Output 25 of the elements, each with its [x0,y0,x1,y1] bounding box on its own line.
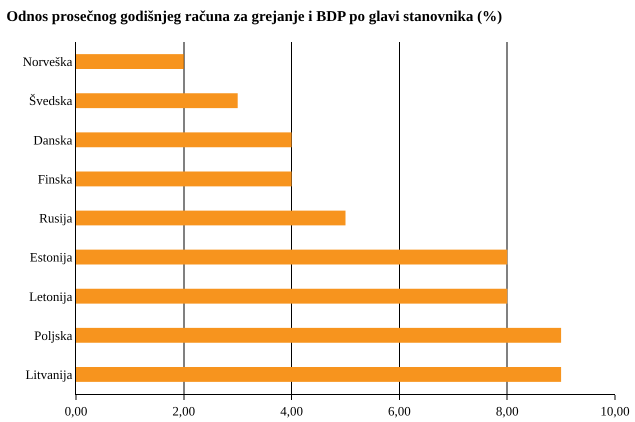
x-tick-label: 6,00 [388,404,411,419]
y-tick-label: Rusija [39,210,73,226]
bar [76,210,346,226]
y-tick-label: Estonija [30,250,73,265]
bar [76,367,562,382]
y-tick-label: Litvanija [25,366,73,382]
bar [76,288,508,304]
x-tick-label: 0,00 [64,404,88,419]
chart-title: Odnos prosečnog godišnjeg računa za grejanje i BDP po glavi stanovnika (%) [6,9,502,26]
y-tick-label: Poljska [34,328,73,343]
x-tick-label: 2,00 [172,404,196,419]
bar [76,328,562,343]
bar [76,93,238,108]
bar [76,54,184,69]
y-tick-label: Švedska [29,93,73,108]
x-tick-label: 10,00 [600,404,630,419]
y-tick-label: Letonija [29,288,73,304]
bar [76,171,292,186]
x-tick-label: 8,00 [496,404,519,419]
bar [76,250,508,265]
y-tick-label: Danska [33,132,73,148]
x-tick-label: 4,00 [280,404,303,419]
y-tick-label: Norveška [22,54,73,70]
bar [76,132,292,148]
y-tick-label: Finska [38,171,73,186]
